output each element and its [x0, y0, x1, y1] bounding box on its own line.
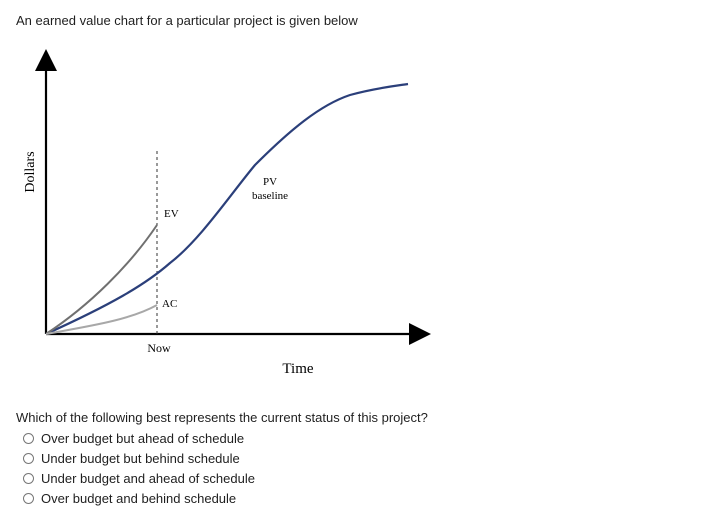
question-intro: An earned value chart for a particular p…	[16, 13, 358, 28]
question-text: Which of the following best represents t…	[16, 410, 428, 425]
radio-button[interactable]	[23, 472, 34, 484]
now-label: Now	[147, 341, 171, 355]
pv-label-line1: PV	[263, 176, 277, 188]
radio-button[interactable]	[23, 452, 34, 464]
option-over-budget-behind[interactable]: Over budget and behind schedule	[23, 488, 255, 508]
answer-options: Over budget but ahead of schedule Under …	[23, 428, 255, 508]
ev-line	[45, 224, 158, 335]
ac-line	[45, 304, 158, 335]
earned-value-chart: Dollars Time Now EV AC PV baseline	[23, 49, 431, 377]
ev-label: EV	[164, 208, 179, 220]
option-label: Under budget and ahead of schedule	[41, 470, 255, 486]
pv-label-line2: baseline	[252, 190, 288, 202]
option-under-budget-behind[interactable]: Under budget but behind schedule	[23, 448, 255, 468]
radio-button[interactable]	[23, 432, 34, 444]
option-over-budget-ahead[interactable]: Over budget but ahead of schedule	[23, 428, 255, 448]
ac-label: AC	[162, 298, 177, 310]
option-label: Over budget but ahead of schedule	[41, 430, 245, 446]
option-label: Over budget and behind schedule	[41, 490, 237, 506]
option-label: Under budget but behind schedule	[41, 450, 240, 466]
x-axis-label: Time	[282, 361, 313, 377]
radio-button[interactable]	[23, 492, 34, 504]
y-axis-label: Dollars	[23, 151, 38, 192]
option-under-budget-ahead[interactable]: Under budget and ahead of schedule	[23, 468, 255, 488]
pv-baseline-line	[45, 82, 409, 336]
